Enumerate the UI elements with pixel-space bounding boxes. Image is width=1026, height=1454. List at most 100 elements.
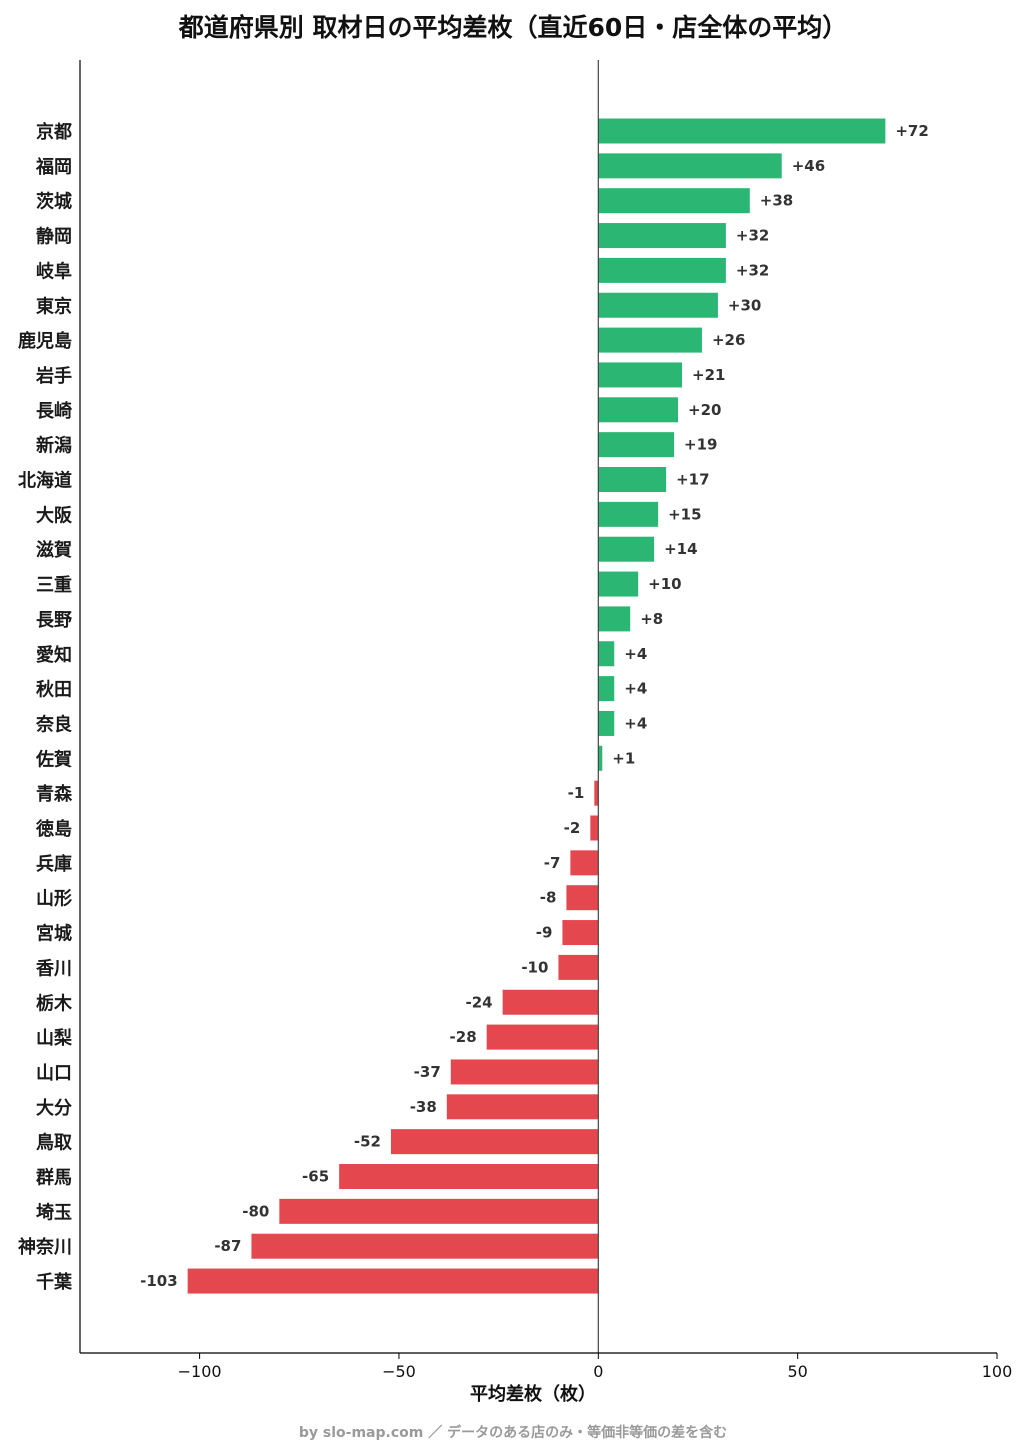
bar-negative [390, 1129, 599, 1155]
category-label: 群馬 [36, 1167, 72, 1189]
bar-value-label: +32 [736, 261, 769, 279]
x-tick-label: 100 [982, 1362, 1013, 1381]
category-label: 奈良 [35, 713, 72, 735]
bar-positive [598, 467, 667, 492]
bar-value-label: +26 [712, 331, 745, 349]
category-label: 鳥取 [36, 1132, 73, 1154]
bar-value-label: -80 [242, 1202, 269, 1220]
category-label: 栃木 [36, 992, 73, 1014]
bar-negative [558, 954, 599, 980]
category-label: 長野 [36, 610, 72, 631]
category-label: 山梨 [36, 1027, 72, 1049]
bar-value-label: +15 [668, 505, 701, 523]
bar-value-label: +4 [624, 645, 647, 663]
bar-value-label: +20 [688, 401, 721, 419]
category-label: 香川 [35, 958, 72, 979]
x-tick-label: 0 [593, 1362, 603, 1381]
bar-negative [187, 1268, 599, 1294]
bar-negative [446, 1094, 599, 1120]
bar-negative [486, 1024, 599, 1050]
category-label: 岐阜 [36, 260, 72, 282]
chart-title: 都道府県別 取材日の平均差枚（直近60日・店全体の平均） [178, 13, 848, 42]
bar-positive [598, 118, 886, 144]
bar-positive [598, 327, 702, 353]
category-label: 大阪 [36, 504, 73, 526]
bar-value-label: +10 [648, 575, 681, 593]
category-label: 青森 [36, 783, 73, 805]
category-label: 北海道 [18, 470, 72, 492]
category-label: 愛知 [36, 644, 72, 666]
category-label: 東京 [36, 295, 72, 317]
bar-negative [339, 1164, 599, 1189]
category-label: 静岡 [36, 226, 72, 248]
bar-negative [570, 850, 599, 876]
x-tick-label: −50 [382, 1362, 416, 1381]
bar-negative [594, 780, 599, 806]
bar-value-label: +72 [895, 122, 928, 140]
bar-value-label: -1 [568, 784, 585, 802]
category-label: 秋田 [36, 679, 72, 701]
bar-positive [598, 641, 615, 667]
bar-positive [598, 676, 615, 702]
bar-positive [598, 257, 726, 283]
bar-value-label: +19 [684, 436, 717, 454]
bar-positive [598, 292, 718, 318]
bar-value-label: -2 [564, 819, 581, 837]
bar-value-label: +32 [736, 227, 769, 245]
bar-value-label: -38 [410, 1098, 437, 1116]
bar-positive [598, 362, 683, 388]
bar-value-label: +1 [612, 749, 635, 767]
category-label: 茨城 [36, 191, 72, 213]
x-axis-label: 平均差枚（枚） [470, 1383, 596, 1405]
category-label: 福岡 [35, 156, 72, 178]
bar-value-label: -103 [140, 1272, 178, 1290]
category-label: 滋賀 [36, 539, 72, 561]
bar-positive [598, 710, 615, 736]
bar-value-label: +8 [640, 610, 663, 628]
category-label: 神奈川 [18, 1236, 72, 1258]
bar-positive [598, 536, 655, 562]
bar-value-label: +4 [624, 680, 647, 698]
bar-value-label: +4 [624, 714, 647, 732]
category-label: 千葉 [36, 1272, 73, 1293]
bar-value-label: -28 [450, 1028, 477, 1046]
bar-value-label: +17 [676, 471, 709, 489]
bar-positive [598, 501, 659, 527]
bar-positive [598, 571, 639, 597]
category-label: 新潟 [36, 435, 72, 457]
bar-value-label: -8 [540, 889, 557, 907]
bar-negative [279, 1198, 599, 1224]
bar-value-label: -24 [466, 993, 493, 1011]
bar-negative [251, 1233, 599, 1259]
bar-positive [598, 153, 782, 179]
bar-negative [562, 920, 599, 946]
bar-positive [598, 223, 726, 249]
category-label: 佐賀 [35, 748, 72, 770]
category-label: 鹿児島 [18, 330, 72, 352]
bar-positive [598, 432, 675, 458]
bar-value-label: -87 [214, 1237, 241, 1255]
bar-value-label: +46 [792, 157, 825, 175]
x-tick-label: −100 [178, 1362, 222, 1381]
bar-positive [598, 397, 679, 423]
bar-negative [566, 885, 599, 911]
category-label: 宮城 [36, 923, 72, 945]
category-label: 三重 [36, 574, 72, 596]
category-label: 京都 [36, 121, 72, 143]
x-tick-label: 50 [787, 1362, 807, 1381]
bar-positive [598, 745, 603, 771]
category-label: 兵庫 [36, 853, 72, 875]
bar-positive [598, 188, 750, 214]
bar-value-label: +14 [664, 540, 697, 558]
bar-positive [598, 606, 631, 632]
bar-value-label: -37 [414, 1063, 441, 1081]
bar-value-label: -9 [536, 924, 553, 942]
category-labels-group: 京都福岡茨城静岡岐阜東京鹿児島岩手長崎新潟北海道大阪滋賀三重長野愛知秋田奈良佐賀… [18, 121, 73, 1293]
value-labels-group: +72 +46 +38 +32 +32 +30 +26 +21 +20 +19 +17 +15 +14 +… [140, 122, 929, 1290]
category-label: 山形 [36, 889, 72, 910]
footer-credit: by slo-map.com ／ データのある店のみ・等価非等価の差を含む [298, 1425, 728, 1441]
bar-value-label: +38 [760, 192, 793, 210]
bar-negative [502, 989, 599, 1015]
category-label: 徳島 [35, 818, 72, 840]
